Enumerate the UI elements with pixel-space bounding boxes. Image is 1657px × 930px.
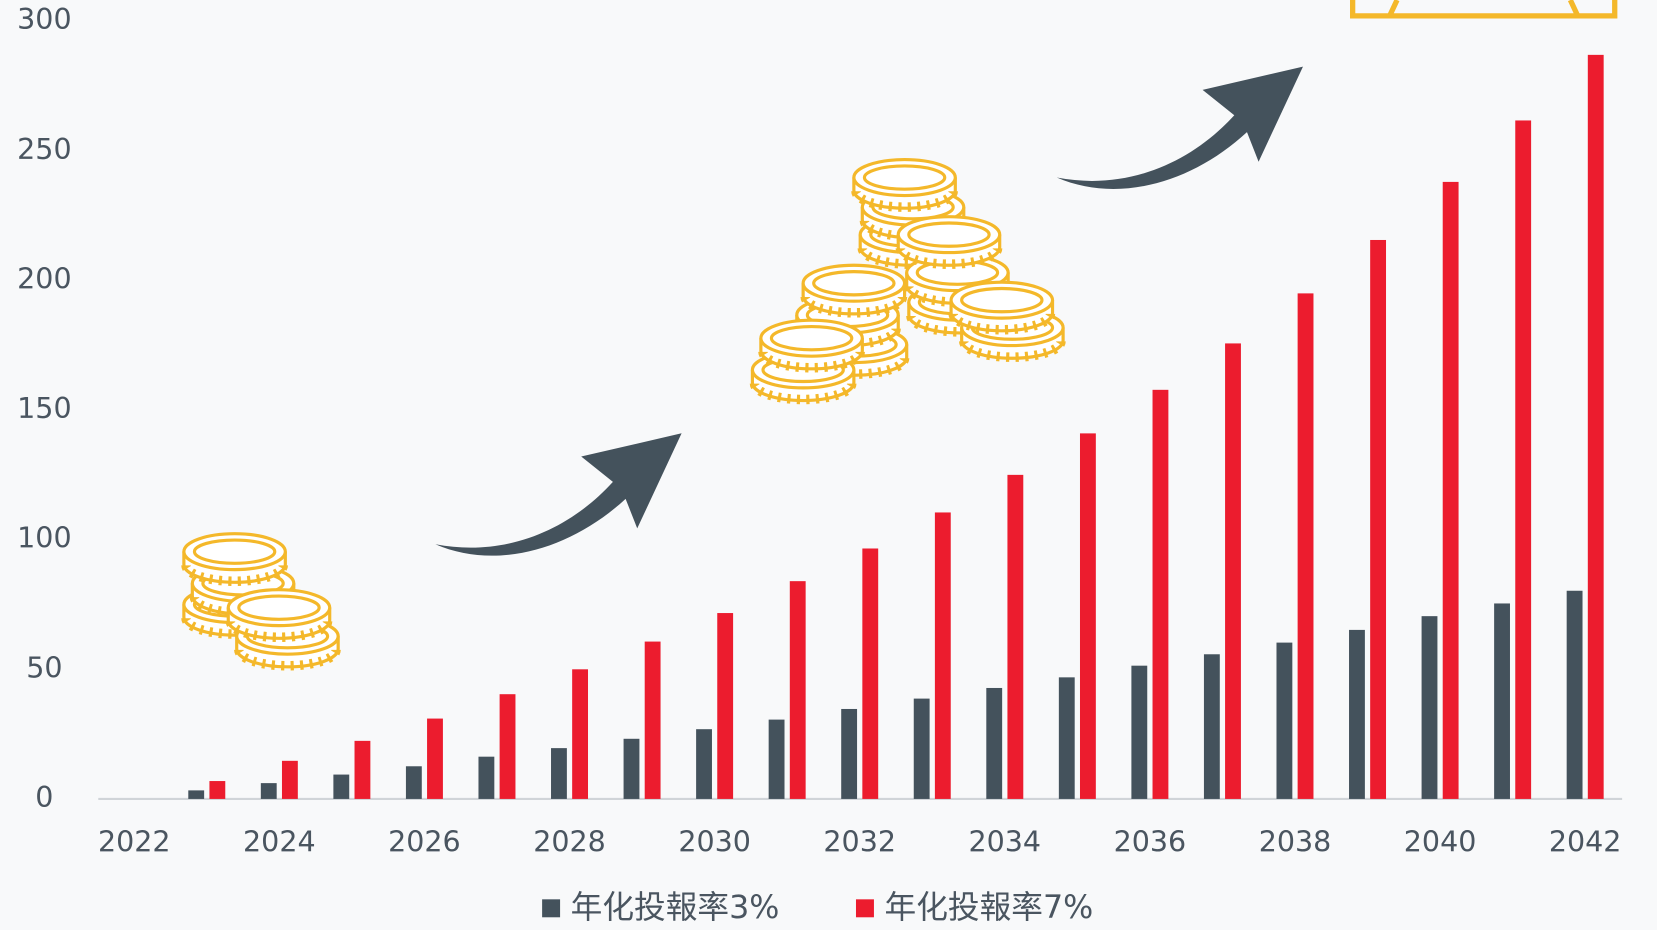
y-tick-label: 0 bbox=[35, 781, 53, 814]
bar bbox=[405, 766, 422, 799]
y-tick-label: 300 bbox=[17, 3, 71, 36]
x-tick-label: 2022 bbox=[98, 825, 171, 858]
bar bbox=[1515, 120, 1532, 799]
bar bbox=[1276, 642, 1293, 799]
bar bbox=[789, 581, 806, 799]
bar bbox=[1566, 590, 1583, 799]
bar bbox=[1225, 343, 1241, 799]
bar bbox=[209, 781, 226, 799]
bar bbox=[1152, 389, 1169, 799]
bar bbox=[986, 687, 1003, 799]
bar bbox=[260, 783, 277, 799]
bar bbox=[644, 641, 661, 799]
bar bbox=[572, 669, 589, 799]
y-tick-label: 150 bbox=[17, 392, 71, 425]
bar bbox=[934, 512, 951, 799]
bar bbox=[696, 729, 712, 799]
x-tick-label: 2036 bbox=[1114, 825, 1187, 858]
y-tick-label: 50 bbox=[26, 651, 62, 684]
legend-swatch bbox=[542, 899, 561, 918]
bar bbox=[913, 698, 930, 799]
bar bbox=[862, 548, 879, 799]
x-tick-label: 2038 bbox=[1259, 825, 1332, 858]
bar bbox=[478, 756, 495, 799]
legend-label: 年化投報率3% bbox=[571, 890, 780, 926]
bar bbox=[1203, 654, 1220, 799]
x-tick-label: 2030 bbox=[678, 825, 751, 858]
bar bbox=[1079, 433, 1096, 799]
x-tick-label: 2032 bbox=[823, 825, 896, 858]
bar bbox=[841, 708, 858, 799]
y-tick-label: 250 bbox=[17, 133, 71, 166]
bar bbox=[1058, 677, 1075, 799]
decoration-arrows bbox=[435, 66, 1303, 556]
bar bbox=[1131, 665, 1148, 799]
legend-swatch bbox=[855, 899, 874, 918]
bar bbox=[1421, 616, 1438, 799]
x-tick-label: 2034 bbox=[969, 825, 1042, 858]
bar bbox=[281, 760, 298, 799]
bar bbox=[1007, 474, 1024, 799]
bar bbox=[717, 613, 734, 799]
bar bbox=[1442, 181, 1459, 799]
bar bbox=[551, 748, 567, 799]
bar bbox=[499, 694, 516, 799]
x-tick-label: 2026 bbox=[388, 825, 461, 858]
bar bbox=[1297, 293, 1314, 799]
x-tick-label: 2024 bbox=[243, 825, 316, 858]
bar bbox=[354, 740, 371, 799]
bar bbox=[333, 774, 350, 799]
bar bbox=[623, 738, 640, 799]
x-tick-label: 2042 bbox=[1549, 825, 1622, 858]
x-tick-label: 2028 bbox=[533, 825, 606, 858]
y-tick-label: 100 bbox=[17, 522, 71, 555]
bar bbox=[427, 718, 443, 799]
bar bbox=[1370, 239, 1387, 799]
decoration-box bbox=[1350, 0, 1618, 19]
y-tick-label: 200 bbox=[17, 262, 71, 295]
x-tick-label: 2040 bbox=[1404, 825, 1477, 858]
bar bbox=[1587, 54, 1604, 799]
decoration-coins bbox=[184, 160, 1063, 667]
legend-label: 年化投報率7% bbox=[885, 890, 1094, 926]
bar bbox=[768, 719, 785, 799]
bar bbox=[1494, 603, 1510, 799]
bar bbox=[188, 790, 205, 799]
bar bbox=[1349, 629, 1365, 799]
